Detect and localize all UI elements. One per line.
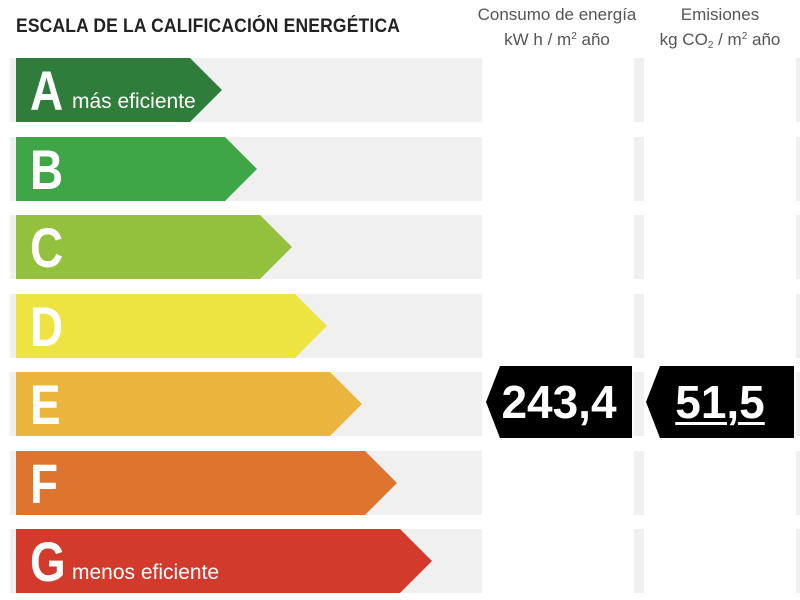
consumo-cell-g	[482, 529, 634, 593]
rating-letter: D	[30, 295, 64, 358]
rating-arrow-b: B	[16, 137, 257, 201]
rating-sublabel: menos eficiente	[72, 561, 220, 584]
emisiones-cell-g	[644, 529, 796, 593]
rating-letter: C	[30, 216, 64, 279]
emisiones-cell-d	[644, 294, 796, 358]
rating-arrow-f: F	[16, 451, 397, 515]
emisiones-cell-c	[644, 215, 796, 279]
rating-letter: B	[30, 138, 64, 201]
consumo-cell-b	[482, 137, 634, 201]
rating-arrow-d: D	[16, 294, 327, 358]
emisiones-value: 51,5	[675, 376, 765, 428]
consumo-cell-c	[482, 215, 634, 279]
emisiones-cell-b	[644, 137, 796, 201]
rating-letter: A	[30, 59, 64, 122]
emisiones-cell-a	[644, 58, 796, 122]
rating-letter: E	[30, 373, 61, 436]
rating-letter: G	[30, 530, 66, 593]
consumo-column-header: Consumo de energía kW h / m2 año	[474, 4, 640, 51]
consumo-cell-f	[482, 451, 634, 515]
consumo-value-badge: 243,4	[486, 366, 632, 438]
consumo-value: 243,4	[501, 376, 617, 428]
consumo-cell-d	[482, 294, 634, 358]
rating-arrow-e: E	[16, 372, 362, 436]
consumo-cell-a	[482, 58, 634, 122]
header-title: ESCALA DE LA CALIFICACIÓN ENERGÉTICA	[16, 16, 401, 37]
rating-sublabel: más eficiente	[72, 90, 196, 113]
consumo-unit: kW h / m2 año	[504, 30, 610, 49]
rating-letter: F	[30, 452, 59, 515]
emisiones-label: Emisiones	[680, 5, 760, 24]
consumo-label: Consumo de energía	[477, 5, 637, 24]
rating-arrow-c: C	[16, 215, 292, 279]
emisiones-cell-f	[644, 451, 796, 515]
emisiones-column-header: Emisiones kg CO2 / m2 año	[640, 4, 800, 57]
emisiones-value-badge: 51,5	[646, 366, 794, 438]
emisiones-unit: kg CO2 / m2 año	[659, 30, 781, 51]
